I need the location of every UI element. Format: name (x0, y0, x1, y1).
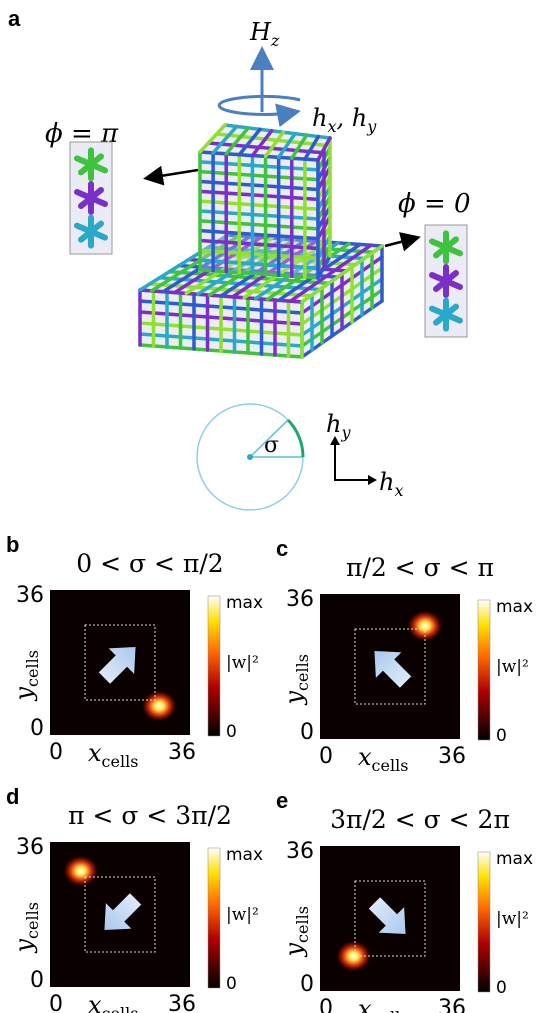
panel-label: d (6, 784, 19, 809)
intensity-spot (407, 610, 443, 642)
x-axis-label: xcells (358, 743, 408, 775)
y-axis-base: y (280, 943, 308, 958)
colorbar-max: max (496, 849, 533, 869)
intensity-spot (336, 940, 372, 972)
angle-label: σ (264, 433, 279, 458)
colorbar-label: |w|² (226, 905, 259, 925)
y-axis-sub: cells (293, 906, 312, 943)
colorbar-min: 0 (496, 726, 507, 746)
panel-title: 3π/2 < σ < 2π (330, 805, 510, 834)
y-tick-label: 0 (300, 720, 314, 745)
colorbar-min: 0 (226, 974, 237, 994)
y-axis-sub: cells (293, 654, 312, 691)
colorbar-max: max (226, 593, 263, 613)
y-tick-label: 36 (16, 583, 44, 608)
x-axis-sub: cells (102, 752, 139, 771)
pointer-arrow (148, 170, 198, 178)
y-axis-label: ycells (10, 650, 42, 701)
figure: a Hz hx, hy ϕ = π ϕ = 0 σ hy hx b0 < σ <… (0, 0, 538, 1013)
field-xy: hx, hy (312, 104, 377, 136)
origin-dot (247, 454, 253, 460)
y-axis-sub: cells (23, 902, 42, 939)
panel-label: e (276, 788, 288, 813)
y-tick-label: 0 (30, 716, 44, 741)
phase-right: ϕ = 0 (398, 189, 471, 219)
y-tick-label: 36 (286, 587, 314, 612)
y-axis-label: ycells (10, 902, 42, 953)
x-axis-label: xcells (88, 739, 138, 771)
x-axis-base: x (88, 739, 102, 767)
heatmap-panel: e3π/2 < σ < 2π360036xcellsycellsmax|w|²0 (276, 788, 533, 1013)
y-tick-label: 0 (30, 968, 44, 993)
x-axis-base: x (358, 995, 372, 1013)
panel-title: π/2 < σ < π (346, 553, 494, 582)
colorbar (208, 848, 220, 988)
y-axis-sub: cells (23, 650, 42, 687)
x-axis-label: xcells (88, 991, 138, 1013)
x-tick-label: 36 (438, 744, 466, 769)
rotation-arrow (219, 96, 300, 114)
colorbar-min: 0 (496, 978, 507, 998)
x-tick-label: 36 (438, 996, 466, 1013)
heatmap-panel: b0 < σ < π/2360036xcellsycellsmax|w|²0 (6, 532, 263, 771)
intensity-spot (141, 690, 177, 722)
axes (335, 440, 372, 480)
y-axis-label: ycells (280, 654, 312, 705)
y-axis-base: y (10, 687, 38, 702)
colorbar-label: |w|² (496, 657, 529, 677)
colorbar-label: |w|² (496, 909, 529, 929)
x-axis-base: x (358, 743, 372, 771)
heatmap-panel: dπ < σ < 3π/2360036xcellsycellsmax|w|²0 (6, 784, 263, 1013)
y-tick-label: 0 (300, 972, 314, 997)
axis-y: hy (326, 410, 351, 442)
x-tick-label: 0 (49, 740, 63, 765)
x-tick-label: 0 (49, 992, 63, 1013)
colorbar-label: |w|² (226, 653, 259, 673)
y-axis-label: ycells (280, 906, 312, 957)
y-tick-label: 36 (286, 839, 314, 864)
pointer-arrow (385, 238, 416, 246)
x-axis-sub: cells (372, 1008, 409, 1013)
angle-arc (288, 420, 303, 457)
x-tick-label: 0 (319, 996, 333, 1013)
panel-title: 0 < σ < π/2 (76, 549, 223, 578)
colorbar (478, 852, 490, 992)
x-tick-label: 36 (168, 740, 196, 765)
x-axis-sub: cells (372, 756, 409, 775)
x-axis-base: x (88, 991, 102, 1013)
axes-heads (330, 436, 377, 485)
panel-title: π < σ < 3π/2 (68, 801, 232, 830)
colorbar (478, 600, 490, 740)
axis-x: hx (379, 468, 404, 500)
panel-label: c (276, 536, 288, 561)
y-tick-label: 36 (16, 835, 44, 860)
panel-label: b (6, 532, 19, 557)
colorbar-max: max (496, 597, 533, 617)
heatmap-panel: cπ/2 < σ < π360036xcellsycellsmax|w|²0 (276, 536, 533, 775)
y-axis-base: y (10, 939, 38, 954)
panel-label: a (8, 6, 21, 31)
colorbar-min: 0 (226, 722, 237, 742)
y-axis-base: y (280, 691, 308, 706)
x-axis-label: xcells (358, 995, 408, 1013)
x-tick-label: 36 (168, 992, 196, 1013)
colorbar-max: max (226, 845, 263, 865)
x-axis-sub: cells (102, 1004, 139, 1013)
field-z: Hz (249, 18, 280, 50)
x-tick-label: 0 (319, 744, 333, 769)
colorbar (208, 596, 220, 736)
intensity-spot (63, 855, 99, 887)
